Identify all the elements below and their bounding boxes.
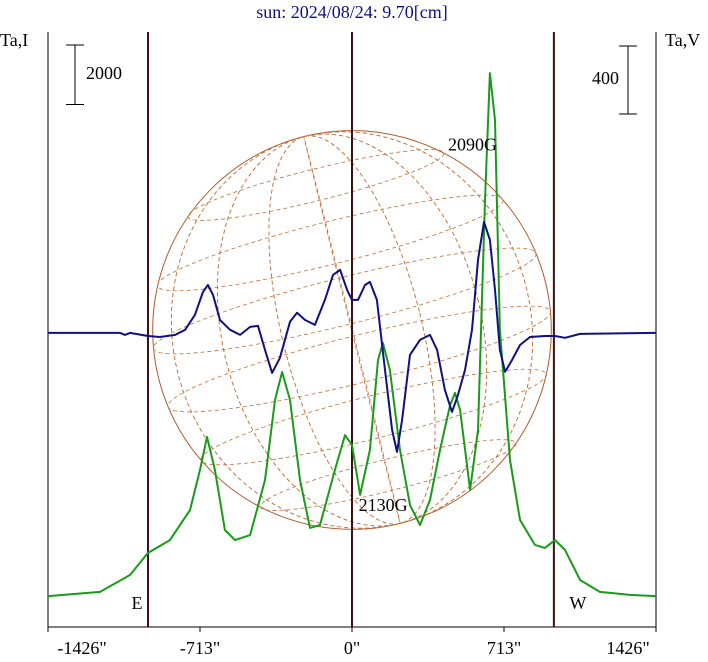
series-line (48, 220, 657, 453)
chart-title: sun: 2024/08/24: 9.70[cm] (256, 2, 448, 22)
x-tick-label: 1426" (606, 638, 649, 658)
y2-scale-bar-label: 400 (592, 68, 619, 88)
y2-axis-label: Ta,V (665, 30, 700, 50)
parallel (187, 149, 445, 221)
parallel (200, 368, 547, 466)
limb-label: W (569, 593, 586, 613)
x-tick-label: -713" (180, 638, 220, 658)
limb-label: E (131, 593, 142, 613)
parallel (153, 247, 537, 355)
x-tick-label: 713" (487, 638, 521, 658)
series-line (47, 72, 657, 598)
parallel (167, 305, 551, 413)
annotation: 2130G (359, 495, 408, 515)
meridian (268, 135, 436, 525)
x-tick-label: -1426" (57, 638, 106, 658)
parallel (157, 194, 504, 292)
disk-grid (153, 131, 551, 529)
meridian (170, 131, 534, 529)
parallel (259, 439, 517, 511)
annotation: 2090G (448, 135, 497, 155)
y-axis-label: Ta,I (0, 30, 28, 50)
x-tick-label: 0" (344, 638, 360, 658)
y-scale-bar-label: 2000 (86, 63, 122, 83)
